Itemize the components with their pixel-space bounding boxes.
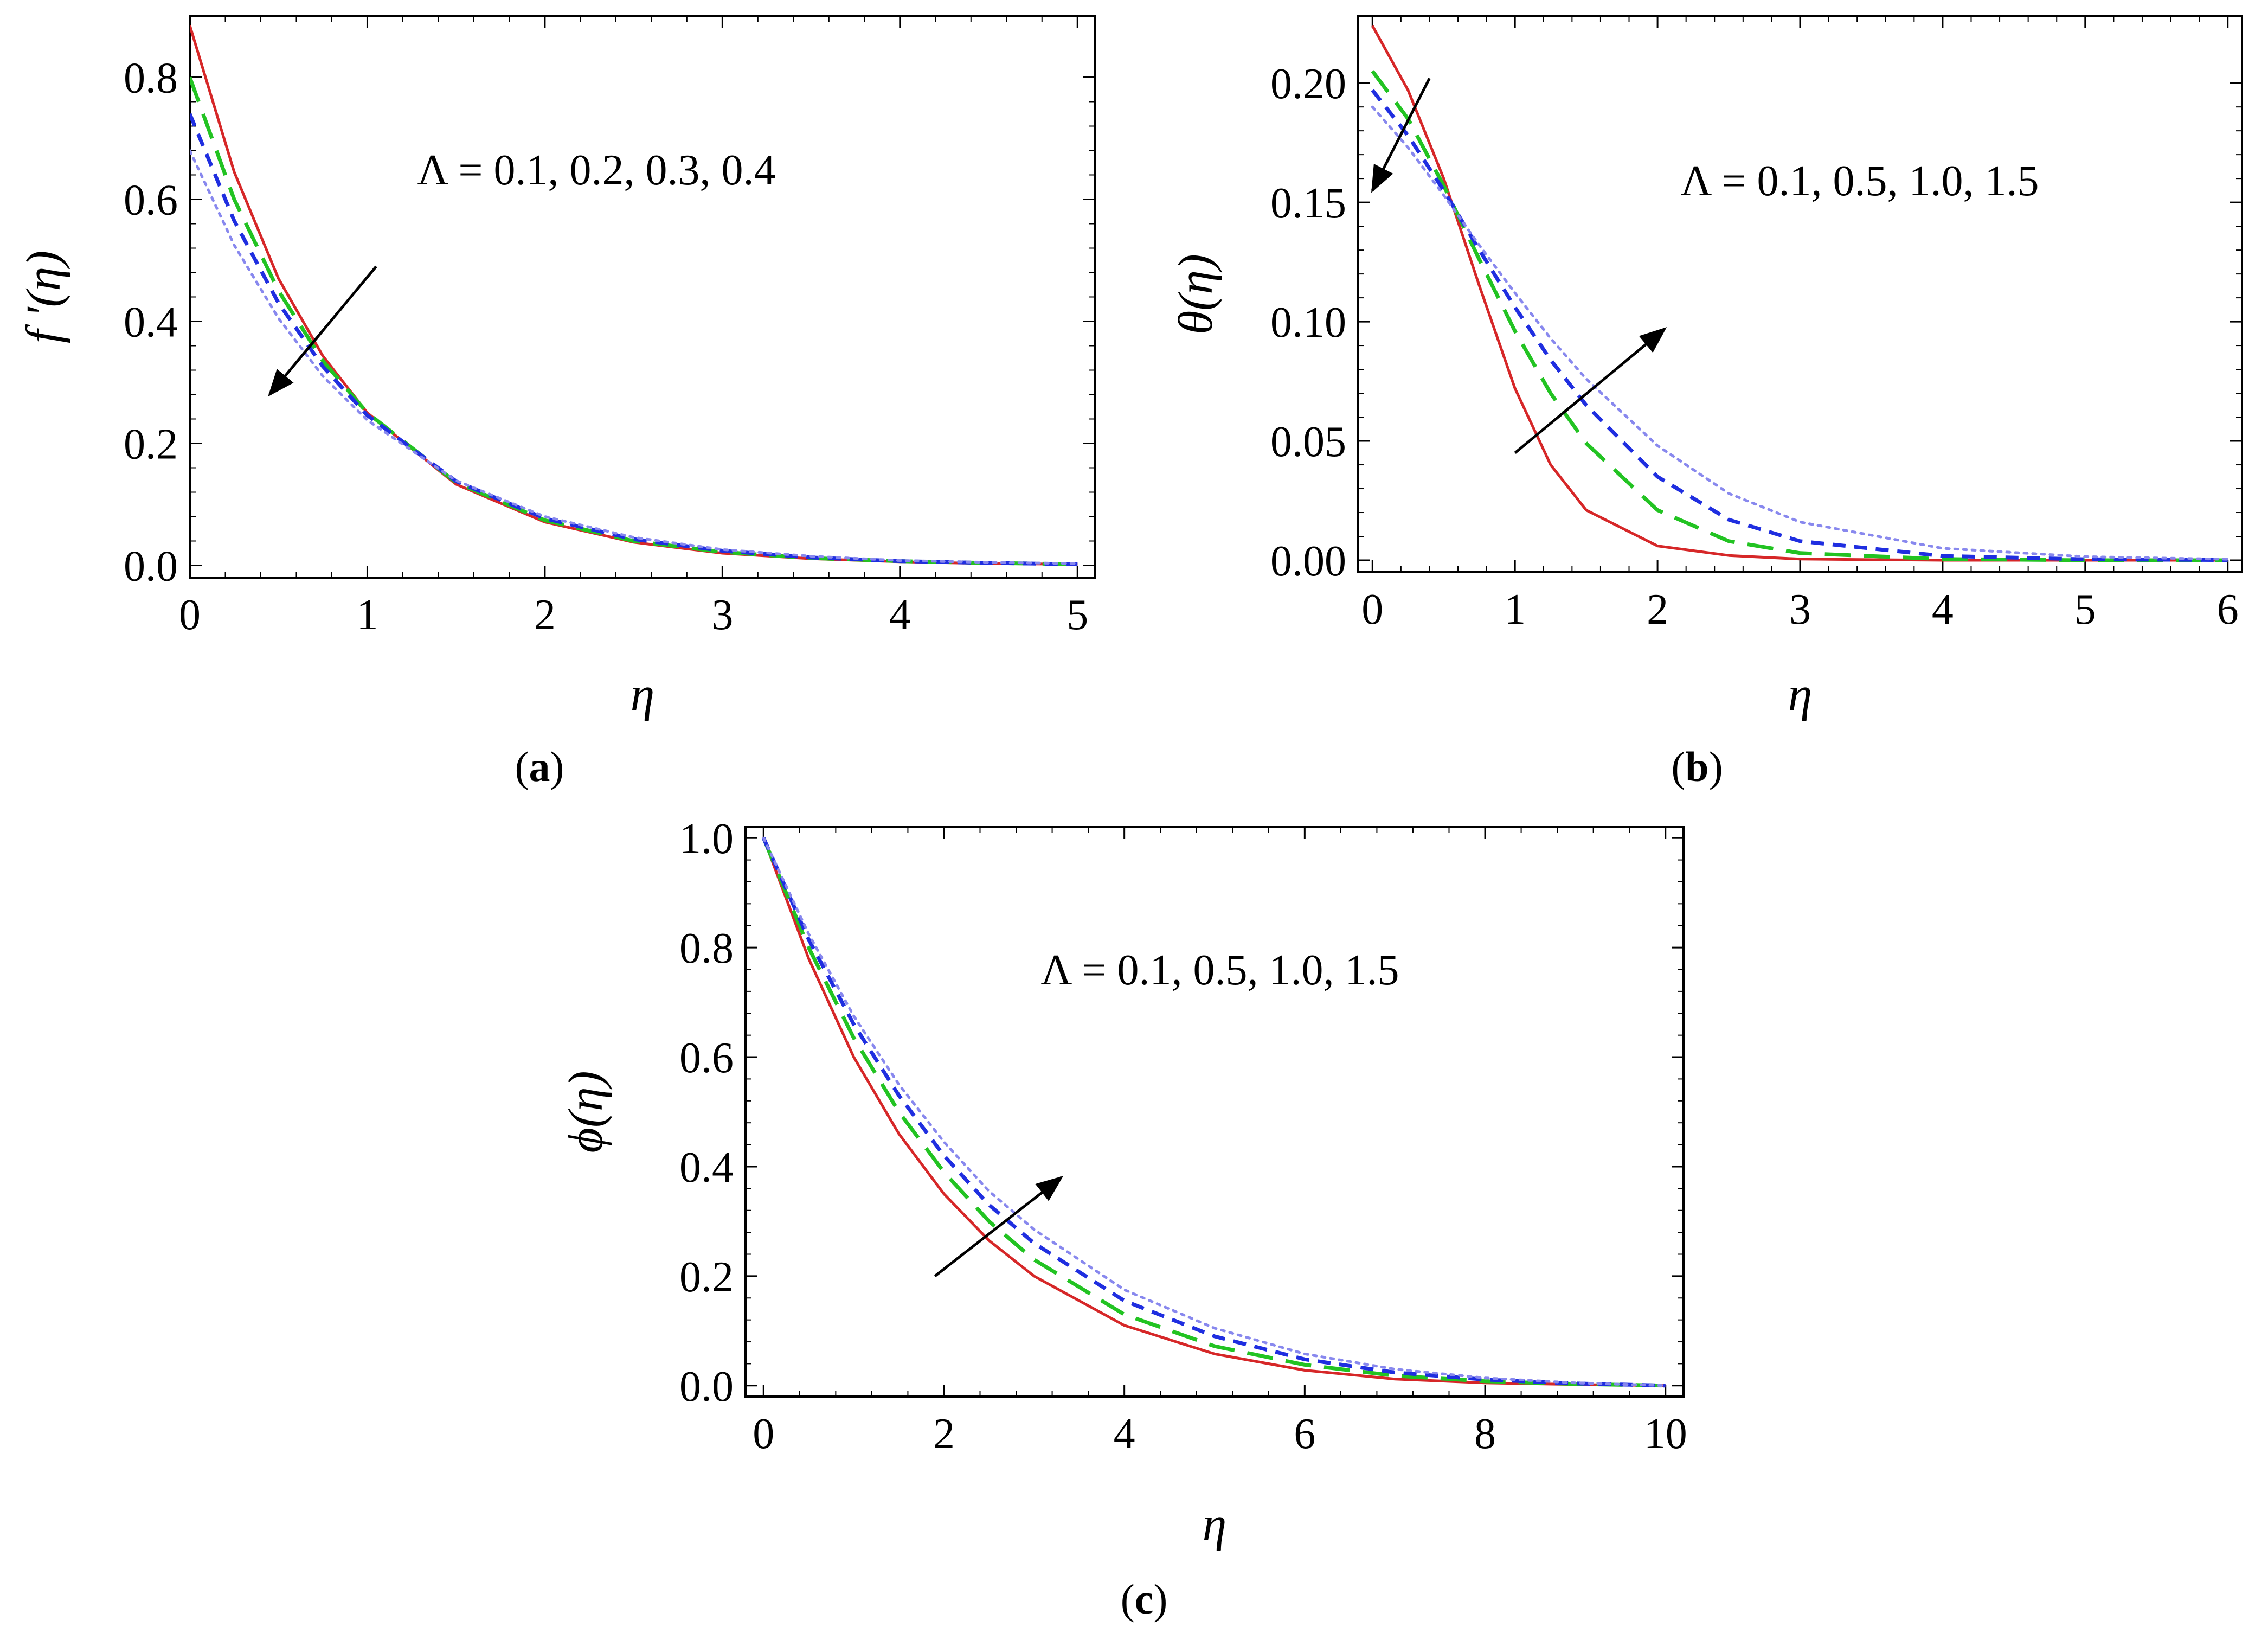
panel-b: 0 1 2 3 4 5 6 0.00 0.05 0.10 0.15 0.20 Λ = 0.1, 0.5,… [1169,15,2243,790]
plot-frame [189,15,1096,579]
x-tick-label: 1 [356,591,378,639]
y-tick-label: 0.05 [1270,418,1346,466]
x-tick-label: 5 [2074,586,2096,633]
y-tick-label: 0.2 [679,1253,734,1301]
y-tick-label: 1.0 [679,815,734,863]
y-tick-label: 0.10 [1270,299,1346,347]
y-axis-label: f '(η) [17,251,70,343]
series-line-long-dash [762,837,1666,1388]
trend-arrow [934,1176,1064,1277]
panel-a: 0 1 2 3 4 5 0.0 0.2 0.4 0.6 0.8 Λ = 0.1, 0.2, 0.3, … [17,15,1096,790]
plot-frame [1357,15,2243,573]
y-tick-label: 0.8 [124,55,178,103]
series-line-solid [762,837,1666,1387]
x-tick-label: 10 [1644,1410,1687,1458]
y-axis-label: θ(η) [1169,254,1223,335]
y-tick-label: 0.8 [679,925,734,972]
x-tick-label: 4 [889,591,911,639]
x-axis-label: η [1788,668,1813,721]
x-tick-label: 3 [711,591,733,639]
y-tick-label: 0.20 [1270,60,1346,108]
x-tick-label: 2 [933,1410,955,1458]
parameter-annotation: Λ = 0.1, 0.2, 0.3, 0.4 [417,146,775,194]
y-tick-label: 0.6 [124,177,178,225]
x-tick-label: 1 [1504,586,1526,633]
panel-caption: (b) [1671,743,1723,790]
y-tick-label: 0.0 [124,543,178,591]
x-tick-label: 4 [1932,586,1954,633]
y-tick-label: 0.4 [679,1144,734,1192]
trend-arrow [268,265,377,397]
series-line-solid [1371,25,2228,562]
x-tick-label: 2 [534,591,556,639]
x-tick-label: 3 [1789,586,1811,633]
x-axis-label: η [631,668,655,721]
y-tick-label: 0.2 [124,421,178,469]
parameter-annotation: Λ = 0.1, 0.5, 1.0, 1.5 [1680,157,2039,205]
plot-frame [744,826,1685,1398]
x-tick-label: 6 [2217,586,2239,633]
x-tick-label: 0 [179,591,201,639]
trend-arrow [1371,78,1431,193]
parameter-annotation: Λ = 0.1, 0.5, 1.0, 1.5 [1040,946,1399,994]
x-tick-label: 4 [1114,1410,1135,1458]
x-tick-label: 0 [1361,586,1383,633]
x-tick-label: 0 [753,1410,774,1458]
series-line-dash [1371,89,2228,562]
panel-caption: (a) [515,743,564,790]
x-axis-label: η [1203,1497,1227,1551]
series-line-dot [1371,105,2230,561]
series-line-dot [190,149,1079,565]
y-axis-label: ϕ(η) [559,1071,613,1153]
series-line-solid [190,25,1078,566]
panel-c: 0 2 4 6 8 10 0.0 0.2 0.4 0.6 0.8 1.0 Λ = 0.1, 0.5, 1… [559,815,1687,1623]
y-tick-label: 0.4 [124,299,178,347]
series-line-dash [762,837,1666,1388]
x-tick-label: 6 [1294,1410,1315,1458]
y-tick-label: 0.15 [1270,180,1346,227]
series-line-long-dash [1371,70,2228,562]
y-tick-label: 0.6 [679,1034,734,1082]
y-tick-label: 0.00 [1270,537,1346,585]
y-tick-label: 0.0 [679,1363,734,1411]
trend-arrow [1514,327,1667,454]
series-line-dot [762,836,1667,1387]
panel-caption: (c) [1121,1576,1168,1623]
x-tick-label: 8 [1474,1410,1496,1458]
x-tick-label: 2 [1647,586,1668,633]
x-tick-label: 5 [1066,591,1088,639]
